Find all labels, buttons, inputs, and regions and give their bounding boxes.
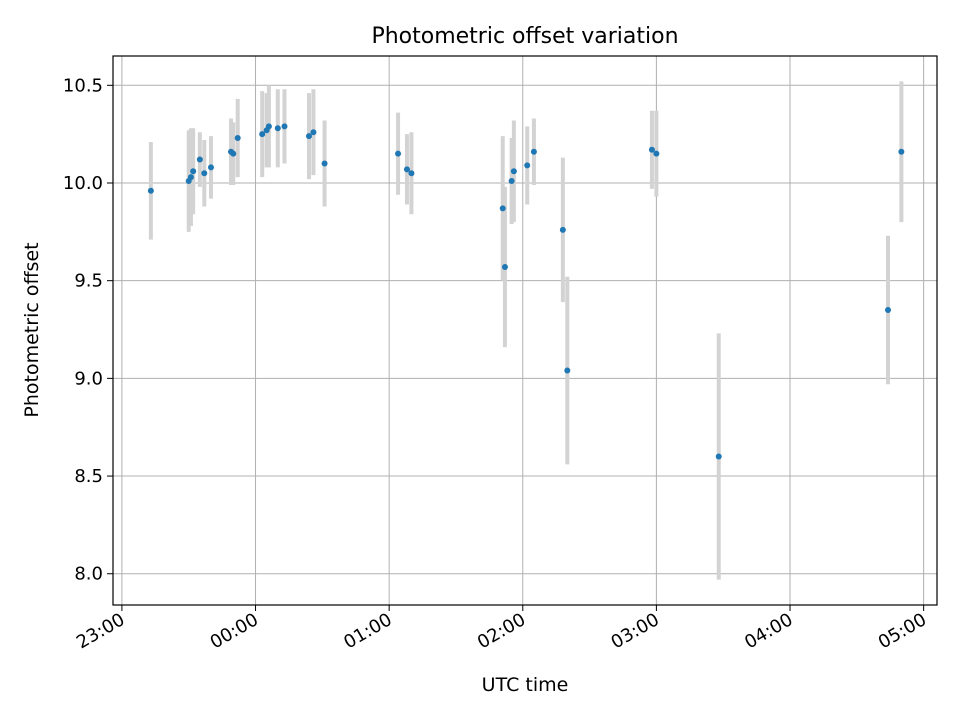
x-axis-label: UTC time [482,674,569,696]
data-points [147,123,905,460]
data-point [147,187,154,194]
grid [113,56,937,605]
y-axis-label: Photometric offset [21,242,43,417]
data-point [321,160,328,167]
data-point [530,148,537,155]
plot-frame [112,55,938,606]
data-point [190,168,197,175]
data-point [408,170,415,177]
y-tick-label: 8.0 [74,564,103,585]
data-point [187,174,194,181]
data-point [234,135,241,142]
data-point [230,150,237,157]
data-point [524,162,531,169]
data-point [207,164,214,171]
data-point [196,156,203,163]
y-tick-label: 10.0 [63,173,103,194]
data-point [265,123,272,130]
data-point [305,133,312,140]
data-point [501,264,508,271]
data-point [403,166,410,173]
data-point [201,170,208,177]
data-point [274,125,281,132]
y-tick-label: 8.5 [74,466,103,487]
data-point [281,123,288,130]
data-point [499,205,506,212]
data-point [564,367,571,374]
data-point [653,150,660,157]
chart-title: Photometric offset variation [371,24,678,49]
data-point [510,168,517,175]
data-point [508,178,515,185]
data-point [259,131,266,138]
data-point [715,453,722,460]
y-tick-label: 9.0 [74,368,103,389]
data-point [559,226,566,233]
y-axis: 8.0 8.5 9.0 9.5 10.0 10.5 [63,75,113,585]
data-point [648,146,655,153]
data-point [395,150,402,157]
data-point [885,306,892,313]
data-point [898,148,905,155]
y-tick-label: 9.5 [74,271,103,292]
data-point [310,129,317,136]
y-tick-label: 10.5 [63,75,103,96]
